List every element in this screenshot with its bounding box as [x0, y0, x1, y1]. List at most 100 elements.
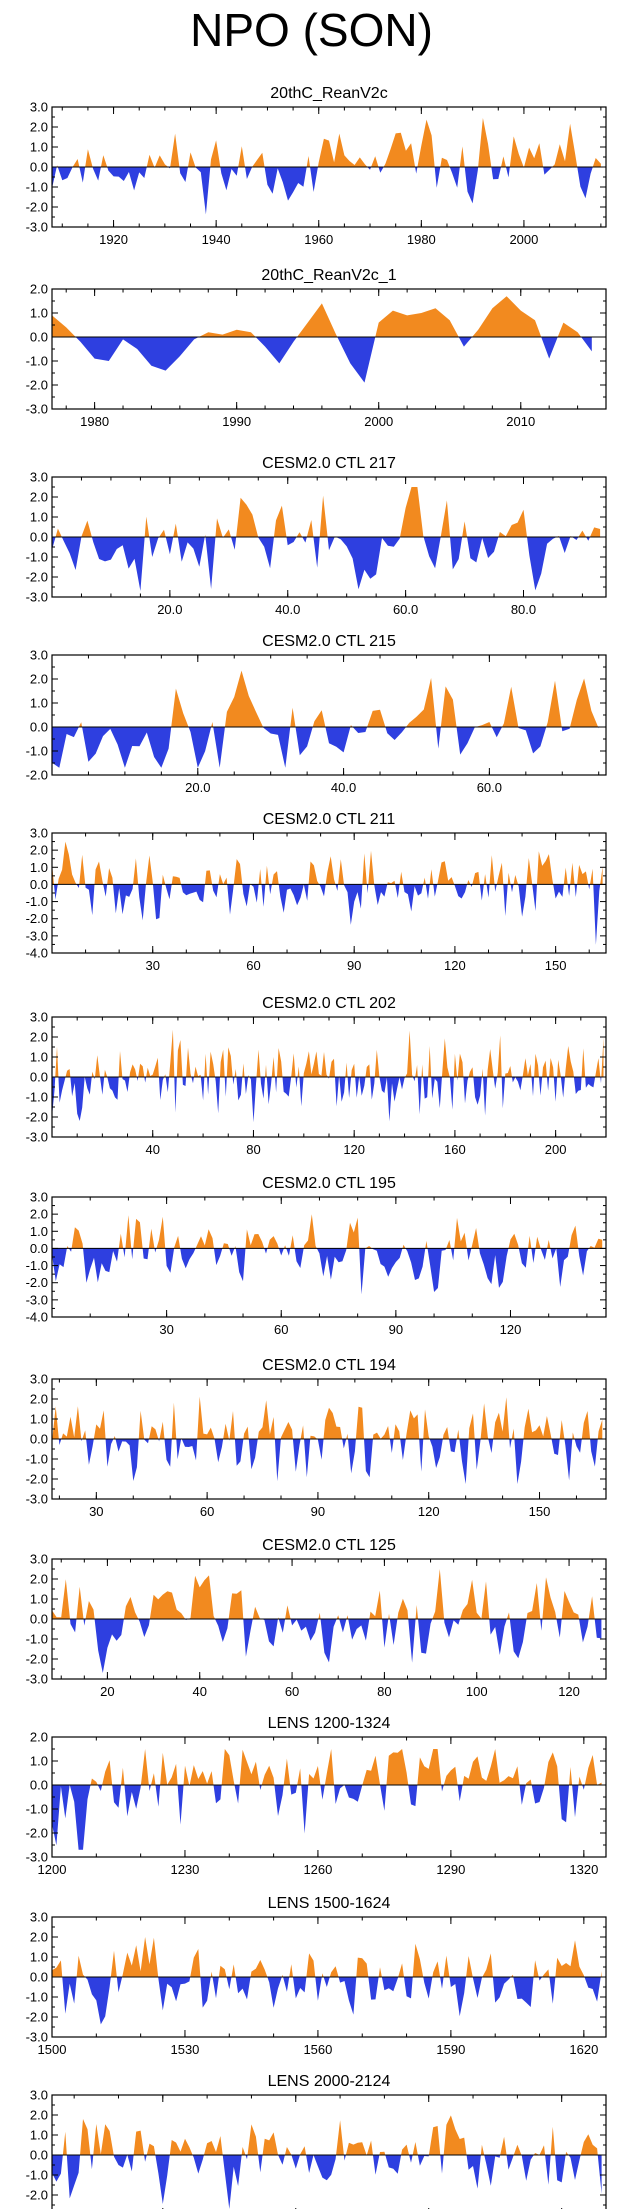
x-tick-label: 1560 [303, 2042, 332, 2057]
chart-title: CESM2.0 CTL 195 [262, 1175, 396, 1192]
y-tick-label: 2.0 [30, 1030, 48, 1045]
y-tick-label: 0.0 [30, 877, 48, 892]
y-tick-label: -1.0 [26, 180, 48, 195]
negative-anomaly-area [52, 337, 592, 383]
x-tick-label: 1980 [407, 232, 436, 247]
y-tick-label: 0.0 [30, 2148, 48, 2163]
y-tick-label: -2.0 [26, 1652, 48, 1667]
y-tick-label: -4.0 [26, 1310, 48, 1325]
chart-title: CESM2.0 CTL 215 [262, 633, 396, 650]
positive-anomaly-area [52, 296, 592, 337]
y-tick-label: 3.0 [30, 1190, 48, 1205]
x-tick-label: 90 [389, 1322, 403, 1337]
y-tick-label: 0.0 [30, 1432, 48, 1447]
y-tick-label: 1.0 [30, 1754, 48, 1769]
y-tick-label: 3.0 [30, 100, 48, 115]
x-tick-label: 40 [192, 1684, 206, 1699]
y-tick-label: 1.0 [30, 1950, 48, 1965]
negative-anomaly-area [52, 1785, 602, 1850]
negative-anomaly-area [52, 1619, 602, 1673]
y-tick-label: 1.0 [30, 1050, 48, 1065]
y-tick-label: -2.0 [26, 1826, 48, 1841]
y-tick-label: 3.0 [30, 1010, 48, 1025]
y-tick-label: 3.0 [30, 1372, 48, 1387]
positive-anomaly-area [52, 1569, 602, 1619]
y-tick-label: -1.0 [26, 2168, 48, 2183]
chart-title: LENS 1500-1624 [268, 1895, 391, 1912]
negative-anomaly-area [52, 1977, 602, 2025]
x-tick-label: 120 [343, 1142, 365, 1157]
x-tick-label: 1230 [170, 1862, 199, 1877]
positive-anomaly-area [52, 1029, 604, 1077]
y-tick-label: 2.0 [30, 843, 48, 858]
negative-anomaly-area [52, 167, 601, 215]
x-tick-label: 60.0 [477, 780, 502, 795]
x-tick-label: 1530 [170, 2042, 199, 2057]
chart-panel-5: CESM2.0 CTL 211 3.0 2.0 1.0 0.0 -1.0 -2.0 -3.0 -… [26, 811, 607, 973]
x-tick-label: 40.0 [331, 780, 356, 795]
x-tick-label: 80 [377, 1684, 391, 1699]
y-tick-label: -1.0 [26, 1452, 48, 1467]
x-tick-label: 20.0 [185, 780, 210, 795]
x-tick-label: 60.0 [393, 602, 418, 617]
x-tick-label: 150 [529, 1504, 551, 1519]
chart-title: CESM2.0 CTL 211 [263, 811, 396, 828]
x-tick-label: 1940 [202, 232, 231, 247]
y-tick-label: 0.0 [30, 1778, 48, 1793]
x-tick-label: 80 [246, 1142, 260, 1157]
x-tick-label: 150 [545, 958, 567, 973]
x-tick-label: 1920 [99, 232, 128, 247]
y-tick-label: -2.0 [26, 570, 48, 585]
y-tick-label: 1.0 [30, 860, 48, 875]
y-tick-label: -2.0 [26, 1110, 48, 1125]
y-tick-label: -2.0 [26, 1472, 48, 1487]
y-tick-label: 2.0 [30, 1930, 48, 1945]
y-tick-label: -3.0 [26, 402, 48, 417]
x-tick-label: 30 [145, 958, 159, 973]
positive-anomaly-area [52, 841, 603, 885]
y-tick-label: -1.0 [26, 1258, 48, 1273]
y-tick-label: 2.0 [30, 120, 48, 135]
y-tick-label: -1.0 [26, 1990, 48, 2005]
x-tick-label: 60 [246, 958, 260, 973]
y-tick-label: 3.0 [30, 2088, 48, 2103]
x-tick-label: 120 [418, 1504, 440, 1519]
y-tick-label: -3.0 [26, 590, 48, 605]
y-tick-label: -1.0 [26, 1632, 48, 1647]
chart-panel-1: 20thC_ReanV2c 3.0 2.0 1.0 0.0 -1.0 -2.0 -3.0 192… [26, 85, 607, 247]
x-tick-label: 100 [466, 1684, 488, 1699]
chart-title: CESM2.0 CTL 194 [262, 1357, 396, 1374]
y-tick-label: -3.0 [26, 2208, 48, 2209]
x-tick-label: 60 [285, 1684, 299, 1699]
chart-panel-6: CESM2.0 CTL 202 3.0 2.0 1.0 0.0 -1.0 -2.0 -3.0 4… [26, 995, 607, 1157]
x-tick-label: 1290 [436, 1862, 465, 1877]
negative-anomaly-area [52, 537, 601, 591]
y-tick-label: 2.0 [30, 1572, 48, 1587]
y-tick-label: -1.0 [26, 744, 48, 759]
y-tick-label: 2.0 [30, 1392, 48, 1407]
y-tick-label: -3.0 [26, 1672, 48, 1687]
y-tick-label: -4.0 [26, 946, 48, 961]
x-tick-label: 160 [444, 1142, 466, 1157]
y-tick-label: 3.0 [30, 1910, 48, 1925]
y-tick-label: -2.0 [26, 378, 48, 393]
x-tick-label: 30 [159, 1322, 173, 1337]
x-tick-label: 120 [500, 1322, 522, 1337]
chart-panel-11: LENS 1500-16243.02.01.00.0-1.0-2.0-3.015… [26, 1895, 607, 2057]
y-tick-label: 3.0 [30, 1552, 48, 1567]
y-tick-label: 2.0 [30, 1207, 48, 1222]
x-tick-label: 40.0 [275, 602, 300, 617]
y-tick-label: 1.0 [30, 140, 48, 155]
positive-anomaly-area [52, 487, 601, 537]
negative-anomaly-area [53, 884, 601, 945]
x-tick-label: 120 [558, 1684, 580, 1699]
y-tick-label: 1.0 [30, 306, 48, 321]
y-tick-label: 1.0 [30, 696, 48, 711]
y-tick-label: -3.0 [26, 1292, 48, 1307]
chart-panel-3: CESM2.0 CTL 217 3.0 2.0 1.0 0.0 -1.0 -2.0 -3.0 2… [26, 455, 607, 617]
x-tick-label: 2000 [364, 414, 393, 429]
y-tick-label: 0.0 [30, 1612, 48, 1627]
y-tick-label: -2.0 [26, 2010, 48, 2025]
plot-frame [51, 654, 607, 776]
y-tick-label: 1.0 [30, 2128, 48, 2143]
